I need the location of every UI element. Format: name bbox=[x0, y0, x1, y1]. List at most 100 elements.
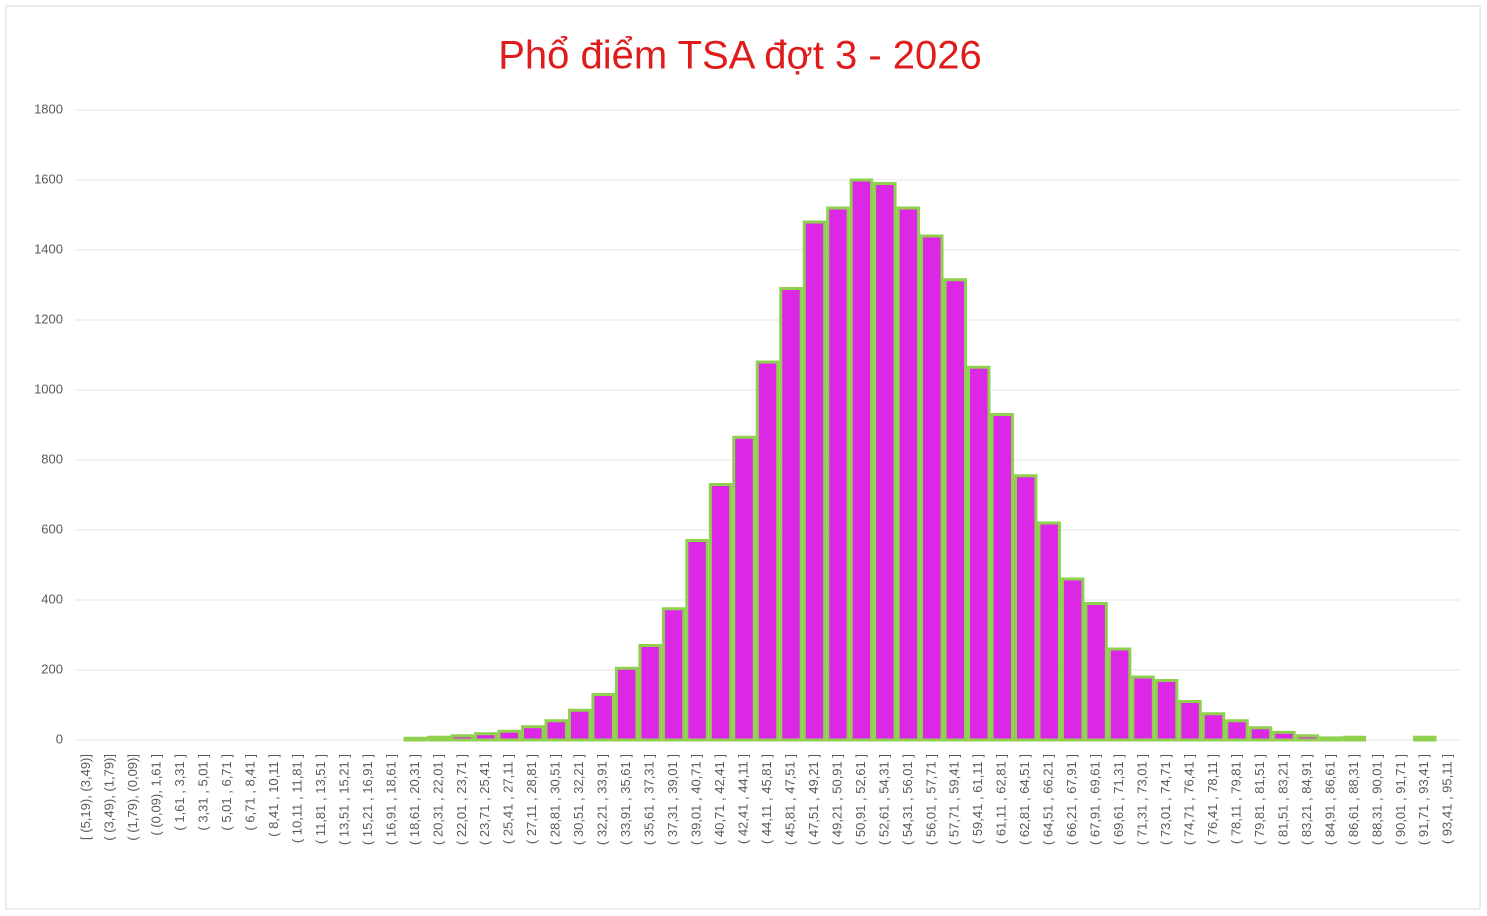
x-tick-label: ( 13,51 , 15,21 ] bbox=[336, 754, 351, 845]
y-tick-label: 200 bbox=[41, 661, 63, 676]
bar bbox=[990, 413, 1014, 742]
bar bbox=[1013, 474, 1038, 742]
x-tick-label: ( 52,61 , 54,31 ] bbox=[876, 754, 891, 845]
x-tick-label: ( 66,21 , 67,91 ] bbox=[1064, 754, 1079, 845]
bar bbox=[732, 435, 756, 742]
y-tick-label: 1800 bbox=[34, 101, 63, 116]
x-tick-label: ( 11,81 , 13,51 ] bbox=[313, 754, 328, 844]
bar bbox=[1084, 602, 1108, 742]
x-tick-label: ( 28,81 , 30,51 ] bbox=[548, 754, 563, 845]
bar bbox=[1154, 679, 1179, 742]
x-tick-label: ( 33,91 , 35,61 ] bbox=[618, 754, 633, 845]
bar bbox=[802, 220, 827, 742]
x-tick-label: ( 56,01 , 57,71 ] bbox=[923, 754, 938, 845]
y-tick-label: 1600 bbox=[34, 171, 63, 186]
x-tick-label: ( 79,81 , 81,51 ] bbox=[1252, 754, 1267, 845]
x-tick-label: ( 76,41 , 78,11 ] bbox=[1205, 754, 1220, 844]
bar bbox=[708, 483, 733, 742]
x-tick-label: ( 16,91 , 18,61 ] bbox=[383, 754, 398, 845]
y-tick-label: 1000 bbox=[34, 381, 63, 396]
x-tick-label: ( 61,11 , 62,81 ] bbox=[994, 754, 1009, 844]
x-tick-label: ( 25,41 , 27,11 ] bbox=[501, 754, 516, 844]
x-tick-label: ( 64,51 , 66,21 ] bbox=[1041, 754, 1056, 845]
x-tick-label: ( 35,61 , 37,31 ] bbox=[642, 754, 657, 845]
x-tick-label: ( 39,01 , 40,71 ] bbox=[689, 754, 704, 845]
bar bbox=[521, 725, 545, 742]
x-tick-label: ( 3,31 , 5,01 ] bbox=[196, 754, 211, 831]
x-tick-label: ( 86,61 , 88,31 ] bbox=[1346, 754, 1361, 845]
x-tick-label: ( 69,61 , 71,31 ] bbox=[1111, 754, 1126, 845]
x-tick-label: ( 32,21 , 33,91 ] bbox=[595, 754, 610, 845]
bar bbox=[403, 736, 428, 742]
bar bbox=[896, 206, 921, 742]
x-tick-label: ( 59,41 , 61,11 ] bbox=[970, 754, 985, 844]
bar bbox=[826, 206, 850, 742]
x-tick-label: ( 47,51 , 49,21 ] bbox=[806, 754, 821, 845]
y-tick-label: 800 bbox=[41, 451, 63, 466]
x-tick-label: ( (1,79), (0,09)] bbox=[125, 754, 140, 841]
chart-title: Phổ điểm TSA đợt 3 - 2026 bbox=[498, 34, 982, 78]
x-tick-label: ( 37,31 , 39,01 ] bbox=[665, 754, 680, 845]
bar bbox=[1248, 726, 1273, 742]
y-tick-label: 1400 bbox=[34, 241, 63, 256]
bar bbox=[638, 644, 662, 742]
bar bbox=[450, 734, 475, 742]
bar bbox=[567, 708, 592, 742]
bar bbox=[474, 732, 498, 742]
bar bbox=[920, 234, 944, 742]
bar bbox=[685, 539, 709, 742]
bar bbox=[755, 360, 780, 742]
bar bbox=[614, 666, 639, 742]
bar bbox=[943, 278, 968, 742]
x-tick-label: ( 71,31 , 73,01 ] bbox=[1135, 754, 1150, 845]
x-tick-label: ( 6,71 , 8,41 ] bbox=[242, 754, 257, 831]
x-tick-label: ( 54,31 , 56,01 ] bbox=[900, 754, 915, 845]
x-tick-label: ( 23,71 , 25,41 ] bbox=[477, 754, 492, 845]
x-tick-label: ( 50,91 , 52,61 ] bbox=[853, 754, 868, 845]
bar bbox=[591, 693, 615, 742]
x-tick-label: ( 40,71 , 42,41 ] bbox=[712, 754, 727, 845]
bar bbox=[1413, 735, 1437, 742]
bar bbox=[497, 729, 522, 742]
x-tick-label: ( 10,11 , 11,81 ] bbox=[289, 754, 304, 843]
x-tick-label: ( (0,09), 1,61 ] bbox=[149, 754, 164, 836]
y-tick-label: 1200 bbox=[34, 311, 63, 326]
bar bbox=[661, 607, 686, 742]
bar bbox=[849, 178, 874, 742]
x-tick-label: ( 84,91 , 86,61 ] bbox=[1322, 754, 1337, 845]
x-tick-label: ( 93,41 , 95,11 ] bbox=[1440, 754, 1455, 844]
x-tick-label: ( (3,49), (1,79)] bbox=[102, 754, 117, 841]
x-tick-label: ( 44,11 , 45,81 ] bbox=[759, 754, 774, 844]
x-tick-label: ( 45,81 , 47,51 ] bbox=[782, 754, 797, 845]
x-tick-label: ( 78,11 , 79,81 ] bbox=[1228, 754, 1243, 844]
x-tick-label: ( 67,91 , 69,61 ] bbox=[1088, 754, 1103, 845]
y-tick-label: 600 bbox=[41, 521, 63, 536]
bar bbox=[1131, 675, 1155, 742]
bar bbox=[873, 182, 897, 742]
x-tick-label: ( 91,71 , 93,41 ] bbox=[1416, 754, 1431, 845]
x-tick-label: ( 22,01 , 23,71 ] bbox=[454, 754, 469, 845]
bar bbox=[1178, 700, 1202, 742]
bar bbox=[1060, 577, 1085, 742]
bar bbox=[427, 735, 451, 742]
x-tick-label: ( 74,71 , 76,41 ] bbox=[1181, 754, 1196, 845]
y-tick-label: 0 bbox=[56, 731, 63, 746]
bar bbox=[1272, 730, 1296, 742]
x-tick-label: ( 27,11 , 28,81 ] bbox=[524, 754, 539, 844]
bar bbox=[1037, 521, 1061, 742]
x-tick-label: ( 15,21 , 16,91 ] bbox=[360, 754, 375, 845]
x-tick-label: ( 81,51 , 83,21 ] bbox=[1275, 754, 1290, 845]
x-tick-label: ( 18,61 , 20,31 ] bbox=[407, 754, 422, 845]
x-tick-label: ( 30,51 , 32,21 ] bbox=[571, 754, 586, 845]
bar bbox=[967, 365, 991, 742]
x-tick-label: ( 83,21 , 84,91 ] bbox=[1299, 754, 1314, 845]
bar bbox=[1201, 712, 1226, 742]
x-tick-label: ( 57,71 , 59,41 ] bbox=[947, 754, 962, 845]
x-tick-label: ( 42,41 , 44,11 ] bbox=[735, 754, 750, 844]
bar bbox=[1342, 735, 1367, 742]
y-tick-label: 400 bbox=[41, 591, 63, 606]
x-tick-label: ( 73,01 , 74,71 ] bbox=[1158, 754, 1173, 845]
bar bbox=[1107, 647, 1132, 742]
x-tick-label: ( 1,61 , 3,31 ] bbox=[172, 754, 187, 831]
